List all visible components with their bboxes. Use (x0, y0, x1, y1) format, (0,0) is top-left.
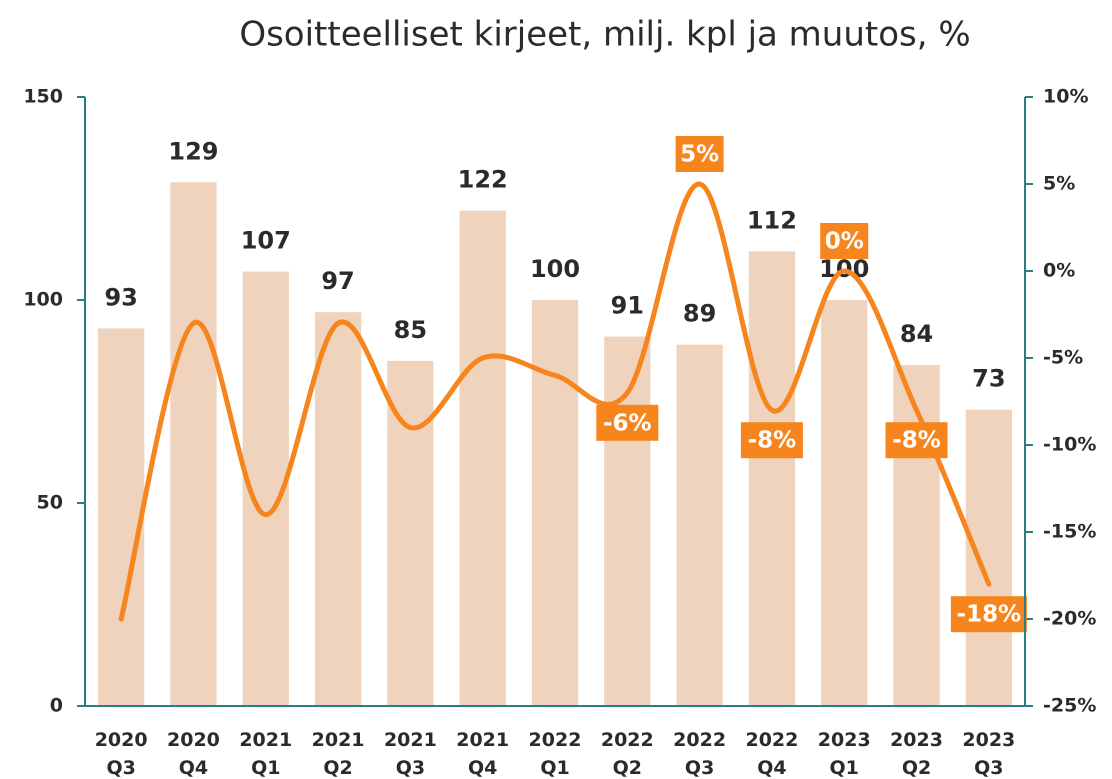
y2-tick-label: -5% (1043, 347, 1083, 369)
x-tick-label: 2021 Q2 (312, 729, 365, 779)
line (118, 181, 992, 622)
x-tick-label: 2023 Q2 (890, 729, 943, 779)
bar (893, 364, 940, 706)
bar-label: 89 (683, 300, 716, 328)
point-label: -18% (957, 602, 1022, 628)
bar-label: 84 (900, 320, 933, 348)
point-label-bg (950, 596, 1027, 633)
y2-tick-label: -25% (1043, 695, 1096, 717)
bar (314, 312, 362, 706)
bar (170, 182, 217, 706)
x-tick-label: 2023 Q1 (818, 729, 871, 779)
bar (459, 210, 506, 706)
point-label-bg (820, 223, 869, 259)
x-tick-label: 2020 Q4 (167, 729, 220, 779)
x-tick-label: 2021 Q1 (239, 729, 292, 779)
bar (98, 328, 145, 706)
x-tick-label: 2022 Q4 (745, 729, 798, 779)
point-label: 0% (825, 229, 864, 255)
point-label: 5% (680, 142, 719, 168)
bar-label: 129 (168, 137, 218, 165)
x-tick-label: 2020 Q3 (95, 729, 148, 779)
x-tick-label: 2023 Q3 (962, 729, 1015, 779)
x-tick-label: 2021 Q4 (456, 729, 509, 779)
y-tick-label: 100 (23, 289, 63, 311)
point-label: -8% (748, 428, 797, 454)
x-tick-label: 2022 Q3 (673, 729, 726, 779)
bar-label: 91 (611, 292, 644, 320)
y2-tick-label: 10% (1043, 86, 1088, 108)
point-label-bg (596, 404, 659, 441)
bar-label: 97 (321, 267, 354, 295)
point-label: -8% (892, 428, 941, 454)
y-tick-label: 150 (23, 86, 63, 108)
y2-tick-label: 0% (1043, 260, 1075, 282)
y2-tick-label: -10% (1043, 434, 1096, 456)
point-label-bg (675, 136, 724, 172)
bar-label: 112 (747, 206, 797, 234)
bar-label: 122 (458, 166, 508, 194)
bar (676, 344, 723, 706)
point-label: -6% (603, 410, 652, 436)
y-tick-label: 0 (50, 695, 63, 717)
bar (604, 336, 651, 706)
y2-tick-label: -20% (1043, 608, 1096, 630)
bar (531, 300, 579, 706)
bar (821, 300, 868, 706)
y2-tick-label: -15% (1043, 521, 1096, 543)
bar-label: 100 (530, 255, 580, 283)
point-label-bg (740, 422, 803, 459)
chart-title: Osoitteelliset kirjeet, milj. kpl ja muu… (239, 15, 970, 55)
bar (748, 251, 796, 706)
point-label-bg (885, 422, 948, 459)
x-tick-label: 2022 Q1 (529, 729, 582, 779)
bar (387, 360, 434, 706)
bar-label: 93 (104, 283, 137, 311)
bar (965, 409, 1012, 706)
bar-label: 107 (241, 227, 291, 255)
bar-label: 85 (394, 316, 427, 344)
y-tick-label: 50 (37, 492, 63, 514)
x-tick-label: 2021 Q3 (384, 729, 437, 779)
y2-tick-label: 5% (1043, 173, 1075, 195)
x-tick-label: 2022 Q2 (601, 729, 654, 779)
bar-label: 73 (972, 365, 1005, 393)
